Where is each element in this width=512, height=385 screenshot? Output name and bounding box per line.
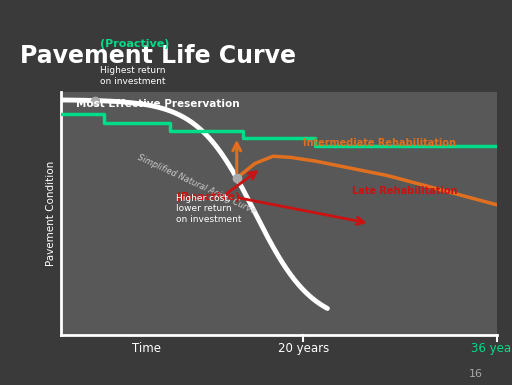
Text: Time: Time [132, 342, 161, 355]
Text: Higher cost,
lower return
on investment: Higher cost, lower return on investment [176, 194, 242, 224]
Text: Simplified Natural Aging Curve: Simplified Natural Aging Curve [136, 153, 258, 216]
Text: Intermediate Rehabilitation: Intermediate Rehabilitation [303, 138, 456, 148]
Text: (Reactive): (Reactive) [176, 192, 241, 202]
Text: Pavement Life Curve: Pavement Life Curve [20, 44, 296, 68]
Text: Highest return
on investment: Highest return on investment [100, 66, 165, 85]
Text: Late Rehabilitation: Late Rehabilitation [352, 186, 457, 196]
Text: Most Effective Preservation: Most Effective Preservation [76, 99, 240, 109]
Text: 36 years: 36 years [471, 342, 512, 355]
Y-axis label: Pavement Condition: Pavement Condition [46, 161, 56, 266]
Text: 20 years: 20 years [278, 342, 329, 355]
Text: (Proactive): (Proactive) [100, 39, 169, 49]
Text: 16: 16 [469, 369, 483, 379]
